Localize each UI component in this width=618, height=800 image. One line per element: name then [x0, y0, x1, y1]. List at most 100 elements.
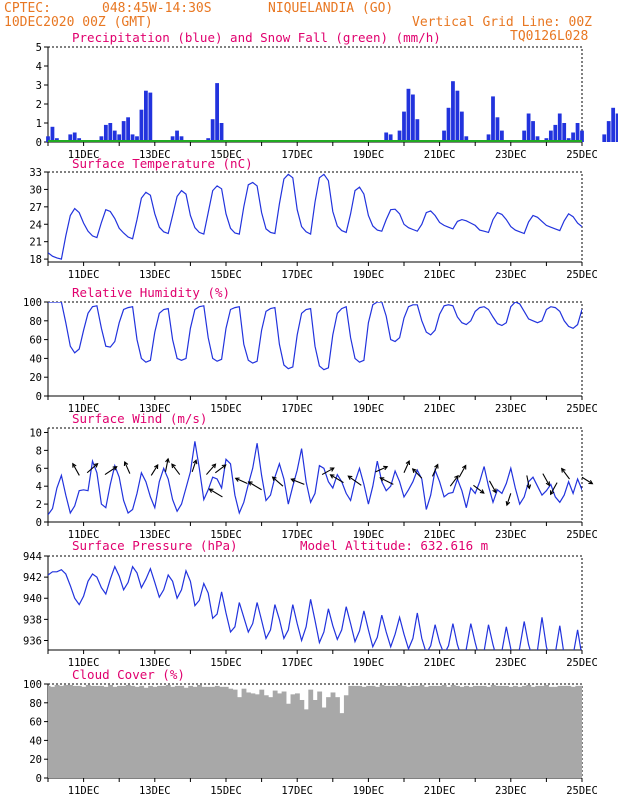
precip-bar — [72, 132, 77, 142]
wind-arrow — [124, 461, 131, 474]
precip-bar — [139, 109, 144, 142]
cloud-bar — [499, 685, 505, 778]
precip-bar — [562, 123, 567, 142]
precip-bar — [210, 119, 215, 142]
cloud-bar — [165, 684, 171, 778]
precip-bar — [170, 136, 175, 142]
cloud-bar — [268, 697, 274, 778]
cloud-bar — [63, 684, 69, 778]
precip-bar — [602, 134, 607, 142]
cloud-bar — [103, 686, 109, 778]
cloud-bar — [401, 685, 407, 778]
y-tick-label-precip: 5 — [36, 42, 42, 54]
cloud-bar — [598, 686, 603, 778]
header-run: 10DEC2020 00Z (GMT) — [4, 15, 153, 30]
y-tick-label-temp: 30 — [29, 184, 42, 196]
precip-bar — [135, 136, 139, 142]
y-tick-label-cloud: 0 — [36, 773, 42, 785]
date-label-temp: 17DEC — [281, 269, 313, 281]
wind-arrow-head — [290, 478, 296, 483]
precip-bar — [397, 130, 402, 142]
cloud-bar — [530, 686, 536, 778]
y-tick-label-rh: 80 — [29, 316, 42, 328]
precip-bar — [388, 134, 393, 142]
panel-annotation-pres: Model Altitude: 632.616 m — [300, 538, 488, 553]
wind-arrow-head — [492, 488, 497, 494]
cloud-bar — [535, 685, 541, 778]
precip-bars — [46, 81, 618, 142]
date-label-wind: 13DEC — [139, 529, 171, 541]
cloud-bar — [517, 686, 523, 778]
cloud-bar — [125, 684, 131, 778]
cloud-bar — [455, 685, 461, 778]
cloud-bar — [299, 699, 305, 778]
wind-arrow-head — [550, 490, 555, 496]
precip-bar — [500, 130, 504, 142]
wind-arrow-head — [271, 476, 277, 481]
panel-title-precip: Precipitation (blue) and Snow Fall (gree… — [72, 30, 441, 45]
cloud-bar — [539, 685, 545, 778]
panels-group: Precipitation (blue) and Snow Fall (gree… — [23, 30, 618, 797]
cloud-bar — [490, 684, 496, 778]
cloud-bar — [54, 684, 60, 778]
y-tick-label-rh: 0 — [36, 391, 42, 403]
header-grid-note: Vertical Grid Line: 00Z — [412, 15, 592, 30]
panel-precip: Precipitation (blue) and Snow Fall (gree… — [36, 30, 618, 161]
date-label-cloud: 13DEC — [139, 785, 171, 797]
cloud-bar — [544, 684, 550, 778]
y-tick-label-precip: 2 — [36, 99, 42, 111]
wind-arrow-head — [329, 467, 335, 472]
wind-arrow-head — [545, 481, 550, 487]
precip-bar — [575, 123, 580, 142]
date-label-temp: 13DEC — [139, 269, 171, 281]
cloud-bar — [602, 686, 607, 778]
wind-arrow-head — [154, 464, 159, 470]
date-label-wind: 11DEC — [68, 529, 100, 541]
date-label-cloud: 11DEC — [68, 785, 100, 797]
precip-bar — [459, 111, 464, 142]
cloud-bar — [419, 684, 425, 778]
precip-bar — [126, 117, 130, 142]
cloud-bar — [468, 686, 474, 778]
precip-bar — [580, 130, 584, 142]
y-tick-label-rh: 100 — [23, 297, 42, 309]
y-tick-label-wind: 10 — [29, 427, 42, 439]
wind-arrow — [86, 463, 98, 474]
cloud-bar — [339, 713, 345, 778]
wind-arrow — [191, 459, 197, 473]
date-label-pres: 15DEC — [210, 657, 242, 669]
precip-bar — [121, 121, 126, 142]
wind-arrow-head — [383, 465, 389, 471]
y-tick-label-pres: 938 — [23, 614, 42, 626]
series-line-wind — [48, 441, 582, 516]
precip-bar — [522, 130, 527, 142]
wind-arrow-head — [247, 481, 253, 486]
cloud-bar — [495, 685, 501, 778]
date-label-temp: 11DEC — [68, 269, 100, 281]
wind-arrow — [412, 468, 423, 479]
cloud-bar — [277, 693, 283, 778]
wind-arrow-head — [123, 460, 129, 466]
date-label-rh: 15DEC — [210, 403, 242, 415]
cloud-bar — [611, 687, 616, 778]
cloud-bar — [179, 685, 185, 778]
cloud-bar — [437, 685, 443, 778]
wind-arrow-head — [434, 463, 439, 469]
panel-title-rh: Relative Humidity (%) — [72, 285, 230, 300]
cloud-bar — [575, 685, 581, 778]
precip-bar — [50, 126, 55, 142]
cloud-bar — [379, 684, 385, 778]
panel-title-wind: Surface Wind (m/s) — [72, 411, 207, 426]
wind-arrow-head — [211, 463, 217, 469]
wind-arrow — [209, 488, 223, 498]
header-location: NIQUELANDIA (GO) — [268, 1, 393, 16]
wind-arrow-head — [72, 462, 77, 468]
cloud-bar — [486, 686, 492, 778]
date-label-wind: 19DEC — [353, 529, 385, 541]
cloud-bar — [139, 685, 145, 778]
y-tick-label-rh: 20 — [29, 372, 42, 384]
wind-arrow-head — [454, 474, 459, 480]
panel-rh: Relative Humidity (%) 0 20 40 60 80 100 11DEC 13… — [23, 285, 598, 415]
date-label-precip: 13DEC — [139, 149, 171, 161]
wind-arrow — [291, 478, 305, 485]
